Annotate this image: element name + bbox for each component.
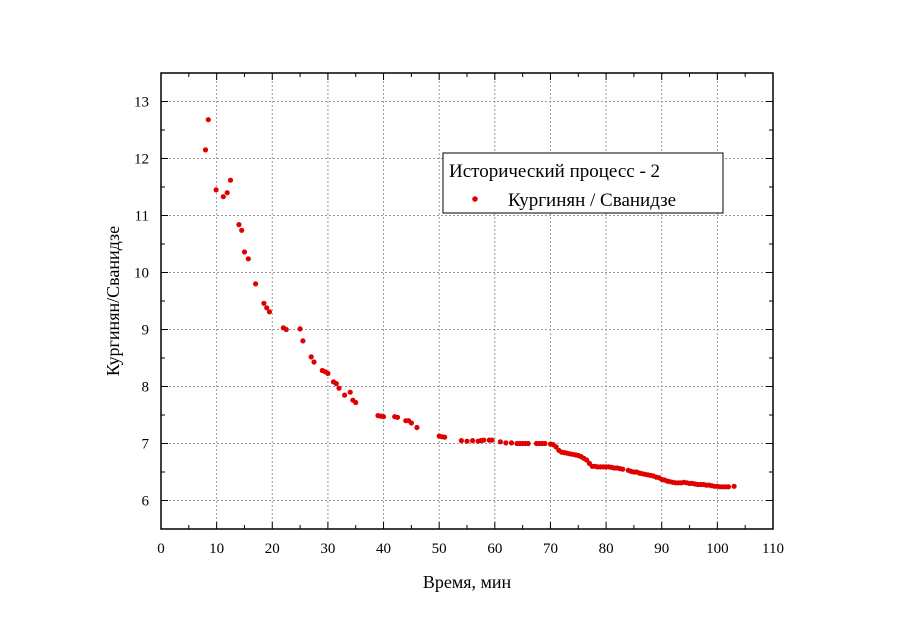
data-point <box>503 440 509 446</box>
data-point <box>205 117 211 123</box>
y-axis-title: Кургинян/Сванидзе <box>103 226 123 376</box>
legend-series-label: Кургинян / Сванидзе <box>508 190 676 211</box>
data-point <box>525 440 531 447</box>
data-point <box>224 190 230 196</box>
x-tick-label: 20 <box>265 541 280 557</box>
y-tick-label: 12 <box>134 152 149 168</box>
axis-ticks <box>160 72 774 530</box>
data-point <box>227 177 234 183</box>
data-point <box>336 385 342 391</box>
legend-marker <box>472 196 478 202</box>
data-point <box>266 309 273 315</box>
legend-title: Исторический процесс - 2 <box>449 161 660 182</box>
y-tick-label: 8 <box>142 380 150 396</box>
data-point <box>497 439 503 445</box>
data-point <box>489 437 495 443</box>
data-point <box>333 381 339 387</box>
data-point <box>311 359 317 365</box>
x-tick-label: 70 <box>543 541 558 557</box>
data-point <box>620 466 626 472</box>
data-point <box>458 438 464 444</box>
data-point <box>308 354 314 360</box>
x-tick-label: 10 <box>209 541 224 557</box>
data-point <box>342 392 348 398</box>
y-tick-label: 9 <box>142 323 150 339</box>
data-point <box>464 438 470 444</box>
data-point <box>213 187 219 193</box>
data-point <box>414 424 420 431</box>
x-tick-label: 90 <box>654 541 669 557</box>
data-point <box>725 484 732 490</box>
data-point <box>481 437 487 443</box>
x-tick-label: 40 <box>376 541 391 557</box>
data-point <box>202 147 209 153</box>
x-tick-label: 60 <box>487 541 502 557</box>
data-point <box>347 389 353 395</box>
data-point <box>542 440 548 447</box>
data-point <box>508 440 515 446</box>
data-point <box>408 420 414 426</box>
data-point <box>731 483 737 489</box>
data-point <box>253 281 259 287</box>
data-point <box>380 414 387 420</box>
data-point <box>245 256 251 262</box>
data-point <box>297 326 303 332</box>
data-point <box>442 434 448 440</box>
x-tick-label: 50 <box>432 541 447 557</box>
x-tick-label: 110 <box>762 541 784 557</box>
data-point <box>470 438 476 444</box>
data-point <box>239 227 245 233</box>
x-tick-label: 80 <box>599 541 614 557</box>
y-tick-label: 11 <box>135 209 149 225</box>
data-point <box>236 222 242 228</box>
plot-frame <box>160 72 774 530</box>
data-point <box>261 300 267 306</box>
x-axis-title: Время, мин <box>423 572 512 592</box>
y-tick-label: 13 <box>134 95 149 111</box>
data-point <box>325 370 331 376</box>
data-points <box>202 117 737 490</box>
grid <box>161 73 773 529</box>
x-tick-label: 100 <box>706 541 729 557</box>
data-point <box>283 326 289 333</box>
x-tick-label: 0 <box>157 541 165 557</box>
data-point <box>241 249 248 255</box>
data-point <box>220 194 226 200</box>
legend-box <box>442 152 724 214</box>
legend: Исторический процесс - 2 Кургинян / Сван… <box>442 152 724 214</box>
y-tick-label: 6 <box>142 494 150 510</box>
data-point <box>264 305 270 311</box>
y-tick-label: 7 <box>142 437 150 453</box>
tick-labels: 0 10 20 30 40 50 60 70 80 90 100 110 6 7 8 9 10 11 12 13 <box>134 95 784 558</box>
y-tick-label: 10 <box>134 266 149 282</box>
data-point <box>353 399 359 406</box>
x-tick-label: 30 <box>320 541 335 557</box>
data-point <box>394 414 401 420</box>
data-point <box>300 338 306 344</box>
